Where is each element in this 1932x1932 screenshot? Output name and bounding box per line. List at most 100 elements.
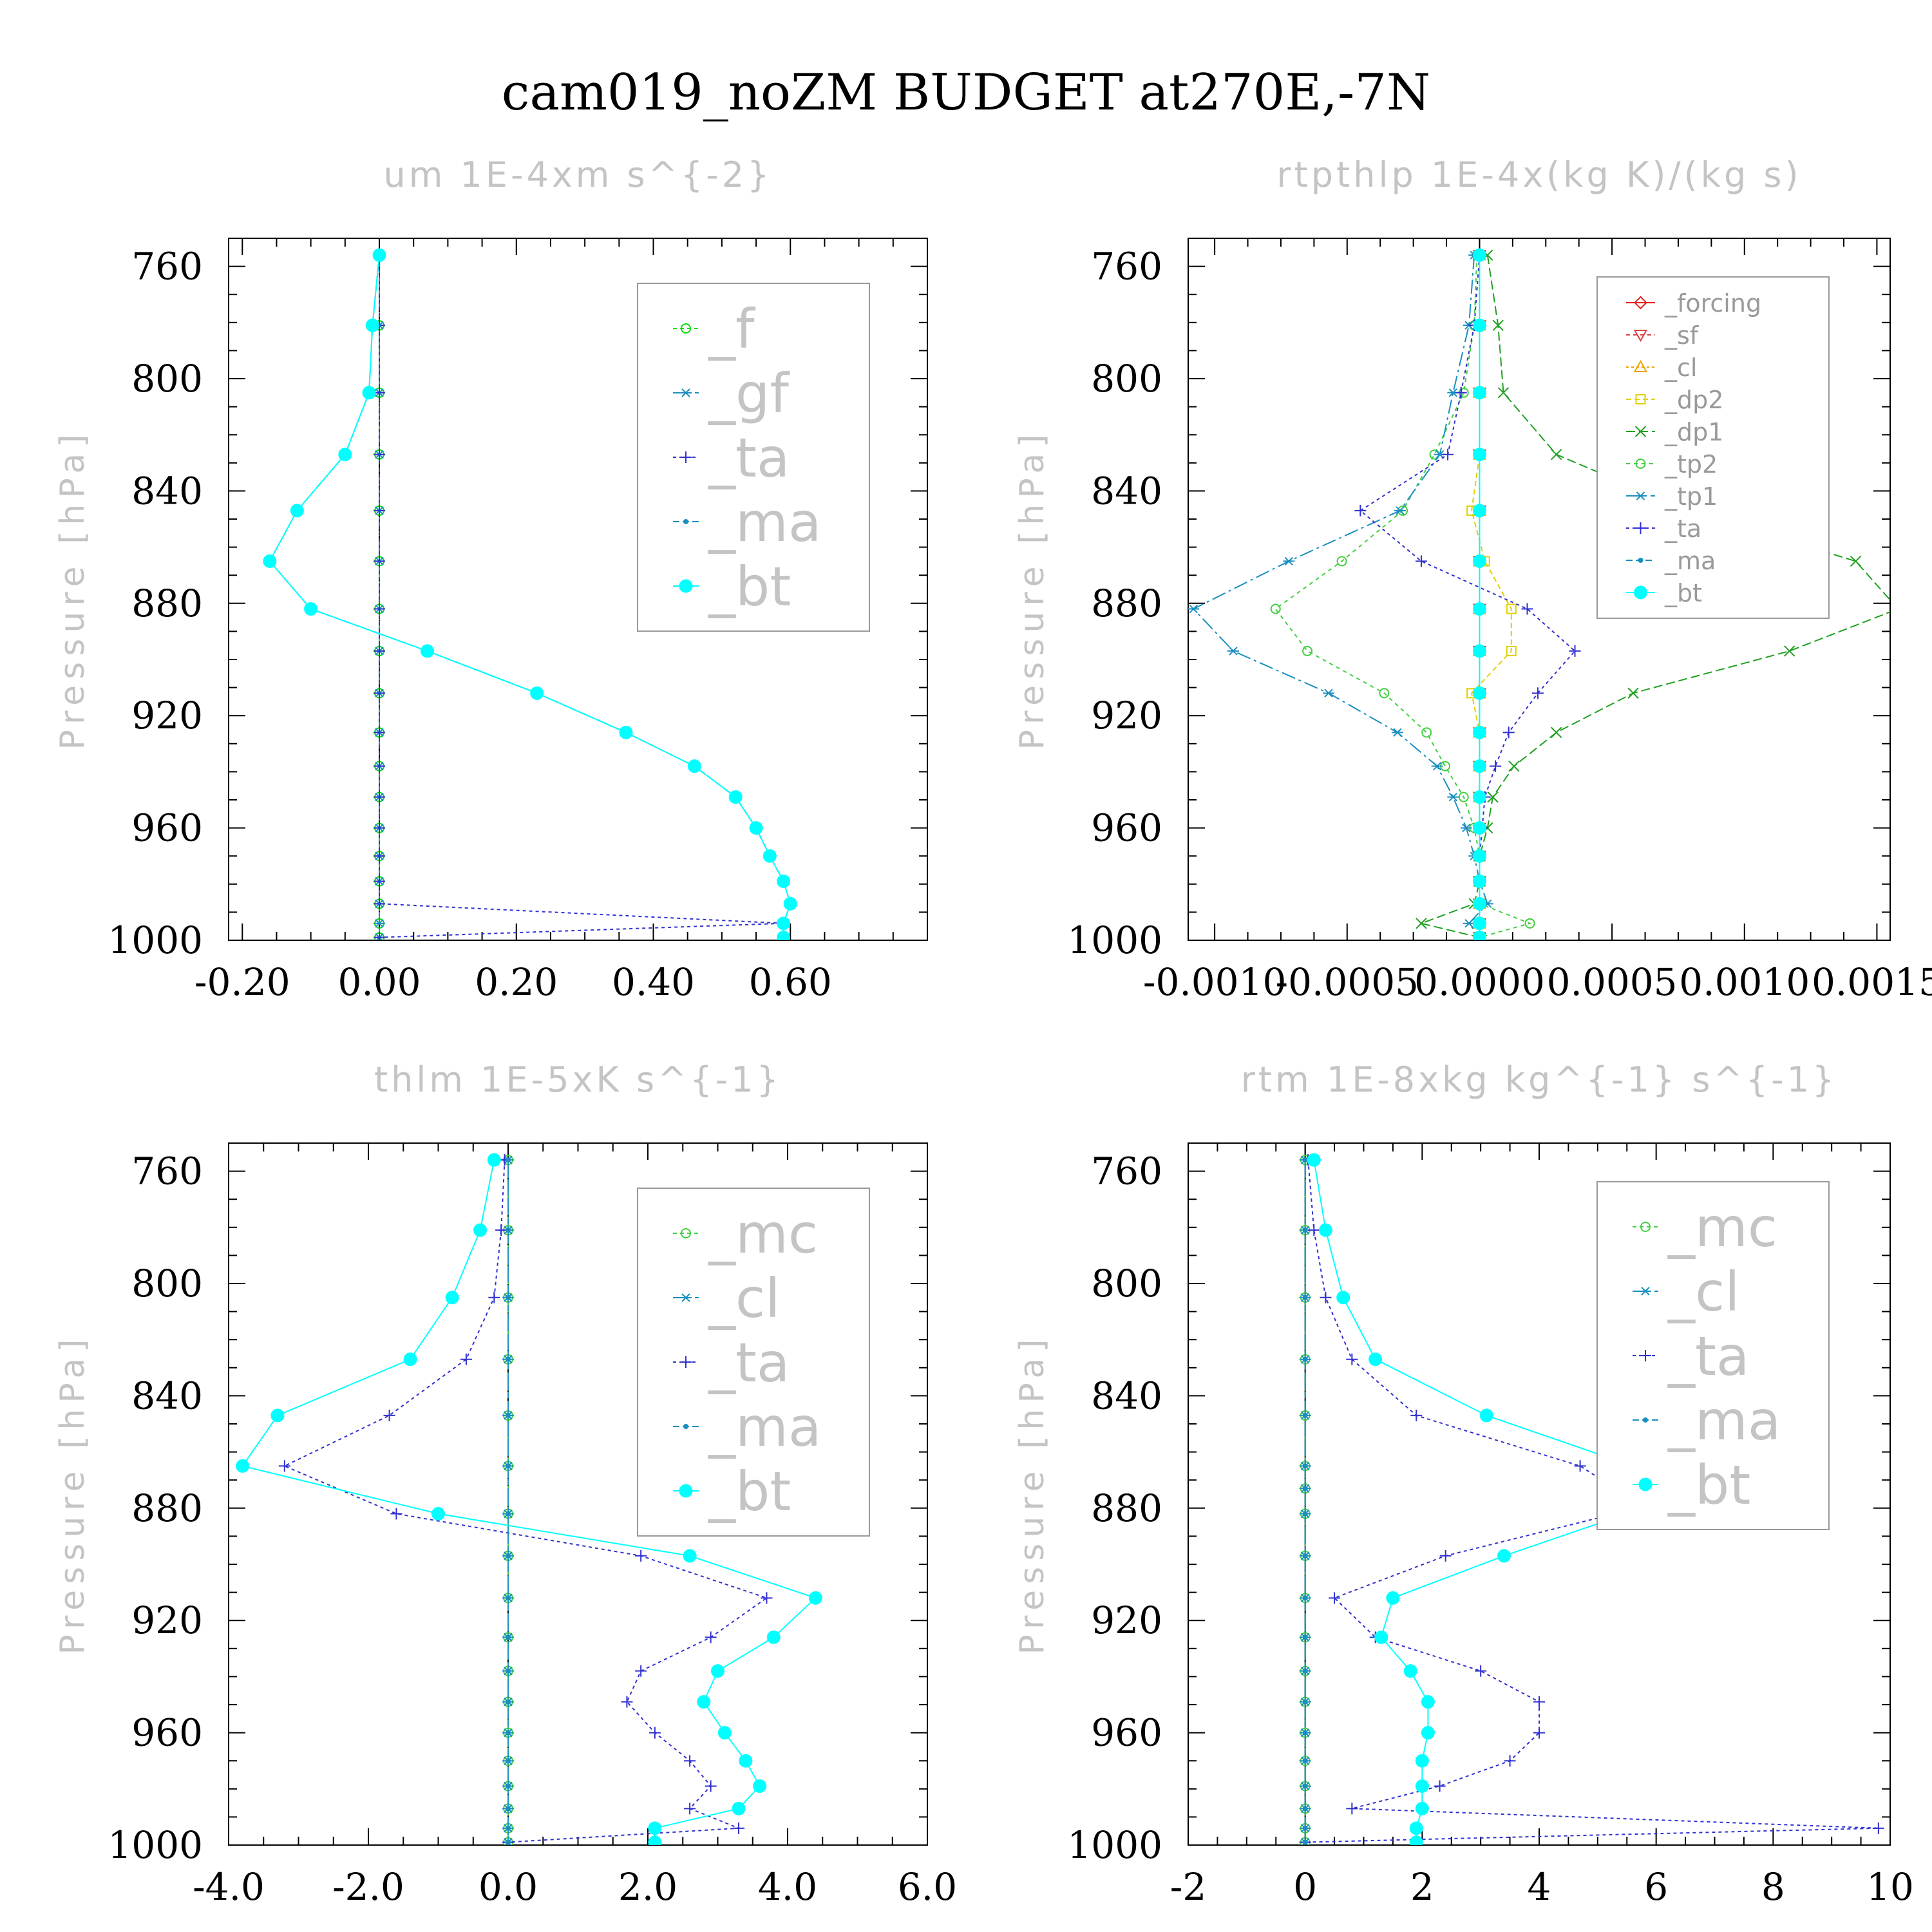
data-point (1302, 1668, 1308, 1674)
data-point (1472, 821, 1486, 835)
data-point (1551, 726, 1562, 739)
legend-marker (1635, 459, 1646, 469)
x-tick-label: 6 (1644, 1865, 1668, 1909)
legend-marker (1640, 1287, 1651, 1296)
x-tick-label: 0.0005 (1547, 960, 1678, 1004)
data-point (374, 555, 386, 567)
legend-label: _mc (1667, 1196, 1777, 1259)
data-point (1302, 1634, 1308, 1640)
x-tick-label: 0.60 (749, 960, 832, 1004)
data-point (1497, 387, 1510, 399)
legend-item: _bt (673, 1460, 791, 1523)
x-tick-label: 4.0 (758, 1865, 817, 1909)
data-point (506, 1758, 511, 1764)
legend-marker (680, 388, 692, 397)
data-point (1521, 603, 1533, 615)
data-point (1386, 1591, 1400, 1605)
legend-label: _ta (1664, 515, 1701, 543)
legend-item: _forcing (1626, 289, 1761, 317)
data-point (506, 1825, 511, 1831)
data-point (374, 791, 386, 803)
data-point (1302, 1486, 1308, 1492)
data-point (1487, 791, 1499, 803)
x-tick-label: 0.20 (475, 960, 558, 1004)
legend-item: _tp1 (1626, 482, 1718, 511)
legend-marker (1643, 1417, 1648, 1423)
data-point (1506, 603, 1517, 614)
y-tick-label: 880 (131, 1486, 203, 1530)
data-point (506, 1294, 511, 1300)
data-point (290, 504, 304, 518)
x-tick-label: 0.00 (337, 960, 421, 1004)
data-point (1472, 504, 1486, 518)
data-point (635, 1549, 647, 1562)
data-point (1442, 448, 1454, 460)
y-tick-label: 960 (131, 806, 203, 850)
x-tick-label: 10 (1866, 1865, 1914, 1909)
data-point (684, 1755, 696, 1767)
panel-title: rtpthlp 1E-4x(kg K)/(kg s) (1276, 155, 1801, 195)
data-point (1533, 1696, 1545, 1708)
x-tick-label: -0.0010 (1143, 960, 1287, 1004)
data-point (506, 1412, 511, 1418)
y-axis-label: Pressure [hPa] (1013, 1334, 1052, 1655)
data-point (1502, 726, 1515, 739)
legend-marker (1633, 359, 1648, 372)
data-point (1472, 931, 1486, 940)
data-point (648, 1821, 662, 1835)
data-point (1472, 644, 1486, 658)
x-tick-label: 2 (1410, 1865, 1434, 1909)
data-point (761, 1592, 773, 1604)
data-point (697, 1695, 711, 1709)
legend-item: _mc (1633, 1196, 1777, 1259)
legend-item: _tp2 (1626, 450, 1718, 478)
data-point (1569, 645, 1581, 657)
legend-label: _ma (708, 491, 821, 554)
data-point (1270, 603, 1281, 614)
data-point (1416, 918, 1427, 929)
y-tick-label: 880 (1091, 582, 1162, 625)
data-point (390, 1508, 402, 1520)
y-tick-label: 1000 (108, 1823, 203, 1867)
data-point (506, 1511, 511, 1517)
data-point (270, 1408, 285, 1423)
legend-item: _ma (1633, 1389, 1781, 1452)
data-point (1472, 790, 1486, 804)
series-line (1274, 255, 1532, 938)
data-point (619, 725, 633, 739)
data-point (374, 687, 386, 699)
legend-item: _bt (1626, 579, 1702, 607)
chart-panel: rtm 1E-8xkg kg^{-1} s^{-1} Pressure [hPa]… (1013, 1059, 1914, 1909)
legend-label: _mc (708, 1202, 818, 1265)
data-point (1472, 686, 1486, 700)
data-point (1302, 1730, 1308, 1736)
legend-label: _forcing (1664, 289, 1761, 317)
legend-item: _cl (1633, 1260, 1740, 1323)
data-point (649, 1727, 661, 1739)
data-point (687, 759, 701, 773)
data-point (506, 1730, 511, 1736)
legend-marker (679, 579, 693, 593)
data-point (749, 821, 763, 835)
data-point (705, 1631, 717, 1643)
data-point (1431, 761, 1443, 771)
x-tick-label: -4.0 (193, 1865, 265, 1909)
data-point (374, 919, 386, 928)
data-point (1574, 1460, 1586, 1472)
x-tick-label: -0.0005 (1276, 960, 1419, 1004)
data-point (1783, 645, 1795, 657)
data-point (1460, 823, 1472, 833)
y-axis-label: Pressure [hPa] (1013, 429, 1052, 750)
data-point (711, 1664, 724, 1678)
legend-marker (1634, 296, 1647, 310)
data-point (1472, 916, 1486, 931)
data-point (1434, 1780, 1446, 1792)
data-point (1379, 688, 1390, 699)
legend-item: _ma (673, 491, 821, 554)
data-point (777, 931, 791, 940)
data-point (506, 1839, 511, 1845)
data-point (473, 1223, 488, 1237)
data-point (1472, 318, 1486, 332)
legend-item: _cl (673, 1267, 781, 1330)
